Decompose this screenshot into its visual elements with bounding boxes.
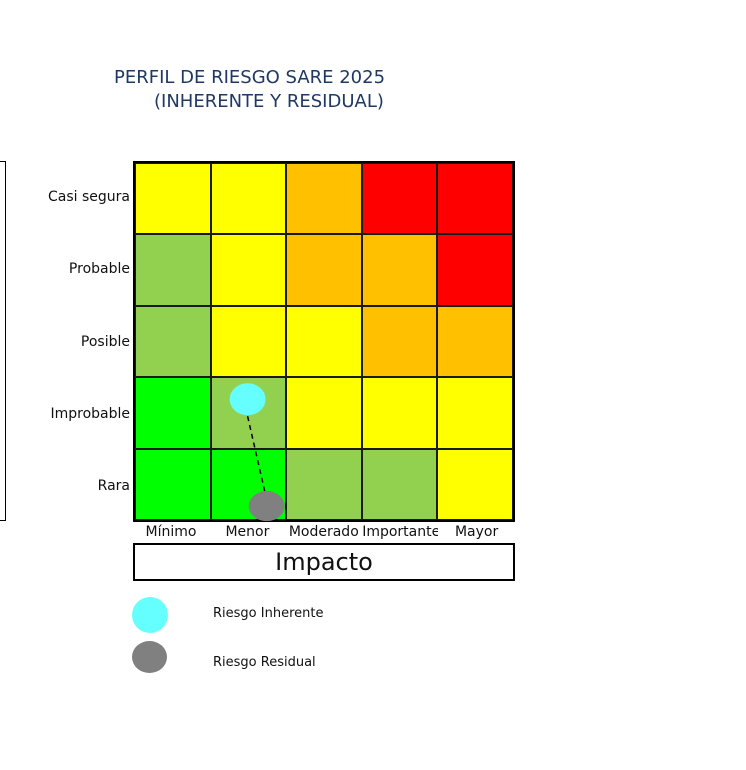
y-axis-frame: [0, 161, 6, 521]
y-tick-label: Improbable: [50, 405, 130, 422]
matrix-cell: [135, 448, 211, 520]
legend-inherent-dot: [132, 597, 168, 633]
legend-inherent-label: Riesgo Inherente: [213, 606, 324, 621]
matrix-cell: [437, 448, 513, 520]
matrix-cell: [361, 234, 438, 306]
x-tick-label: Moderado: [288, 524, 359, 540]
x-tick-label: Mínimo: [145, 524, 197, 540]
matrix-cell: [210, 163, 287, 235]
matrix-cell: [286, 377, 362, 449]
matrix-cell: [361, 448, 438, 520]
matrix-cell: [135, 163, 211, 235]
matrix-cell: [437, 163, 513, 235]
matrix-cell: [210, 234, 287, 306]
y-tick-label: Posible: [80, 333, 130, 350]
title-line-1: PERFIL DE RIESGO SARE 2025: [114, 67, 386, 88]
matrix-cell: [286, 163, 362, 235]
legend-residual-label: Riesgo Residual: [213, 655, 316, 670]
matrix-cell: [135, 377, 211, 449]
matrix-cell: [361, 305, 438, 378]
matrix-cell: [210, 448, 287, 520]
x-axis-title: Impacto: [133, 543, 515, 581]
matrix-cell: [361, 163, 438, 235]
x-tick-label: Mayor: [454, 524, 499, 540]
y-tick-label: Casi segura: [48, 189, 130, 206]
residual-risk-marker: [248, 491, 285, 522]
title-line-2: (INHERENTE Y RESIDUAL): [154, 91, 384, 112]
chart-title: PERFIL DE RIESGO SARE 2025 (INHERENTE Y …: [114, 66, 414, 114]
matrix-cell: [286, 305, 362, 378]
x-tick-label: Menor: [225, 524, 270, 540]
matrix-cell: [286, 448, 362, 520]
matrix-cell: [437, 234, 513, 306]
matrix-cell: [437, 305, 513, 378]
x-tick-label: Importante: [362, 524, 439, 540]
inherent-residual-connector: [246, 416, 266, 492]
matrix-cell: [210, 305, 287, 378]
matrix-cell: [437, 377, 513, 449]
legend-residual-dot: [132, 641, 167, 673]
inherent-risk-marker: [229, 383, 266, 416]
y-tick-label: Rara: [97, 477, 130, 494]
risk-matrix: [133, 161, 515, 522]
matrix-cell: [286, 234, 362, 306]
matrix-cell: [135, 305, 211, 378]
y-tick-label: Probable: [68, 261, 130, 278]
matrix-cell: [361, 377, 438, 449]
matrix-cell: [135, 234, 211, 306]
